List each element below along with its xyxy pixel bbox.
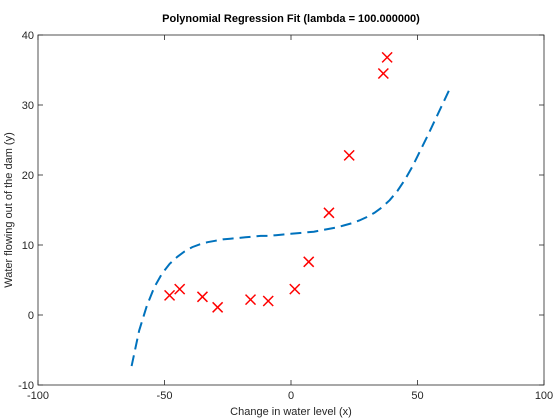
- data-point: [244, 294, 257, 306]
- y-tick-label: 30: [22, 100, 34, 112]
- y-tick-label: -10: [18, 380, 34, 392]
- chart-title: Polynomial Regression Fit (lambda = 100.…: [162, 13, 420, 25]
- x-tick-label: 0: [288, 390, 294, 402]
- x-tick-label: 100: [535, 390, 553, 402]
- data-point: [164, 289, 176, 301]
- data-point: [323, 207, 335, 219]
- data-point: [289, 283, 301, 295]
- y-tick-label: 20: [22, 170, 34, 182]
- data-point: [381, 51, 393, 63]
- y-axis-label: Water flowing out of the dam (y): [3, 132, 15, 288]
- data-point: [174, 283, 186, 295]
- y-tick-label: 40: [22, 30, 34, 42]
- data-point: [303, 256, 315, 268]
- fit-line: [130, 87, 452, 367]
- data-point: [196, 291, 208, 303]
- x-tick-label: 50: [411, 390, 423, 402]
- y-tick-label: 10: [22, 240, 34, 252]
- x-tick-label: -100: [27, 390, 49, 402]
- y-tick-label: 0: [28, 310, 34, 322]
- data-markers: [164, 51, 393, 313]
- data-point: [343, 149, 355, 161]
- data-point: [212, 301, 224, 313]
- data-point: [377, 67, 389, 80]
- x-axis-label: Change in water level (x): [230, 406, 352, 418]
- plot-area: [37, 34, 545, 386]
- data-point: [262, 295, 274, 307]
- x-tick-label: -50: [157, 390, 173, 402]
- fit-curve: [130, 87, 452, 367]
